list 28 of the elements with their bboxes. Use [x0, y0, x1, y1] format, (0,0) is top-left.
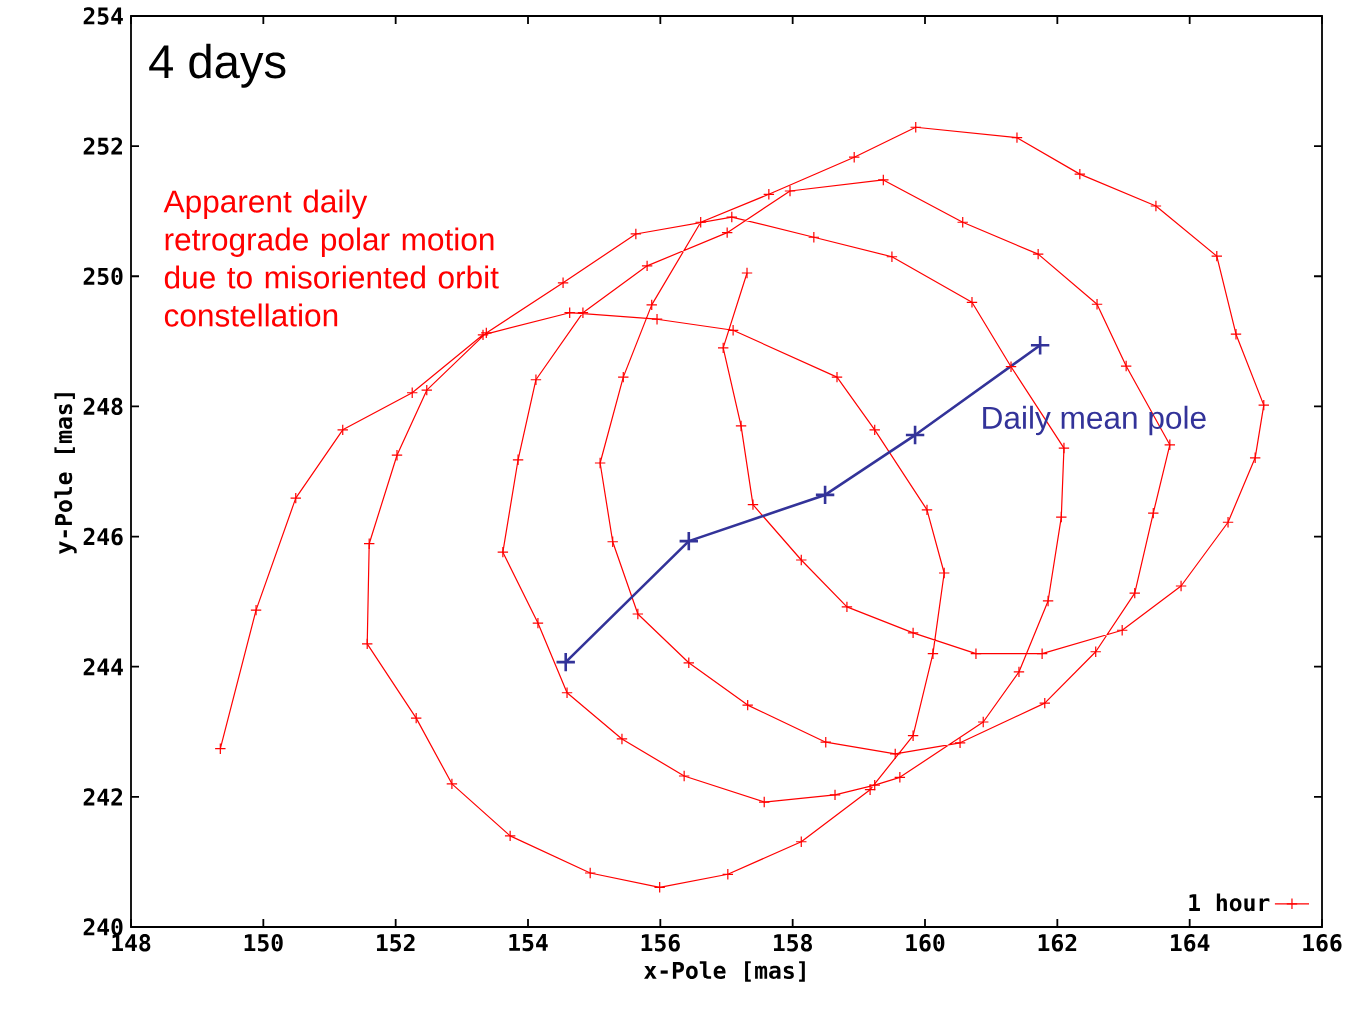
x-tick-label: 162 — [1038, 934, 1077, 952]
x-tick-label: 152 — [377, 934, 415, 952]
x-tick-label: 158 — [774, 934, 812, 952]
y-tick-label: 242 — [83, 788, 123, 806]
annotation: Apparent daily retrograde polar motion due to misoriented orbit constellation — [163, 189, 499, 327]
y-tick-label: 254 — [83, 7, 123, 25]
x-tick-label: 154 — [509, 934, 548, 952]
y-tick-label: 252 — [83, 137, 123, 155]
legend-label: 1 hour — [1189, 893, 1270, 912]
x-tick-label: 156 — [641, 934, 680, 952]
x-axis-title: x-Pole [mas] — [644, 961, 805, 982]
point — [555, 651, 577, 673]
point — [678, 530, 700, 552]
x-tick-label: 150 — [244, 934, 283, 952]
x-tick-label: 148 — [112, 934, 151, 952]
y-tick-label: 250 — [83, 267, 123, 285]
y-tick-label: 248 — [83, 397, 123, 416]
point — [1029, 334, 1051, 356]
x-tick-label: 164 — [1171, 934, 1210, 952]
text: 4 days — [149, 43, 286, 88]
y-tick-label: 244 — [83, 658, 123, 676]
y-axis-title: y-Pole [mas] — [54, 393, 77, 554]
point — [904, 424, 926, 446]
x-tick-label: 160 — [906, 934, 945, 952]
y-tick-label: 246 — [83, 527, 123, 546]
y-tick-label: 240 — [83, 918, 123, 936]
point — [814, 484, 836, 506]
x-tick-label: 166 — [1303, 934, 1342, 952]
